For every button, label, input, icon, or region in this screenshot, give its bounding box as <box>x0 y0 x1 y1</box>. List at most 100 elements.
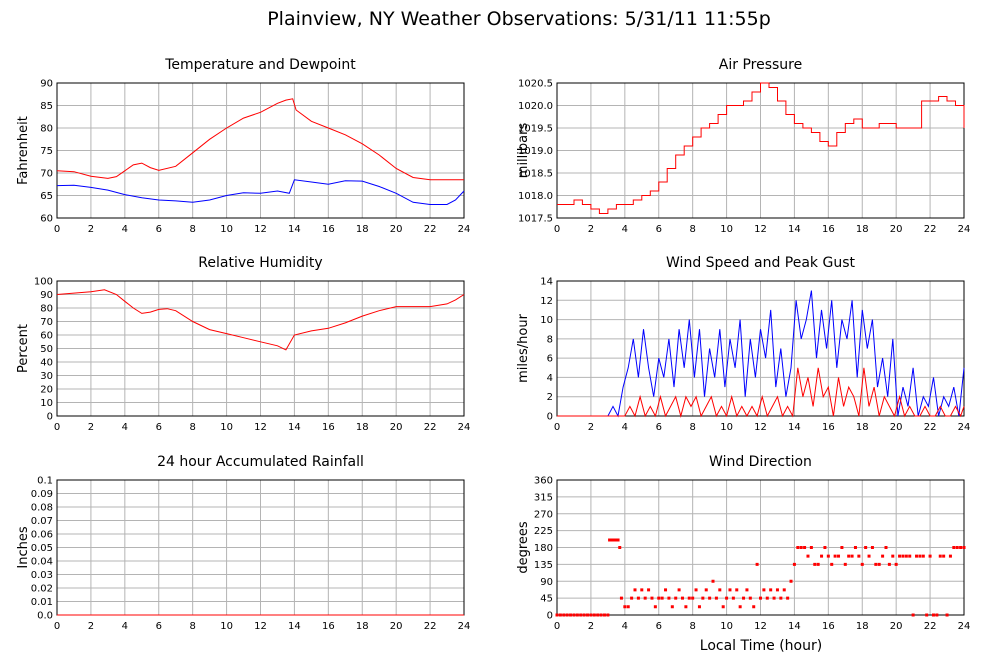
data-point <box>704 588 708 592</box>
data-point <box>806 554 810 558</box>
data-point <box>921 554 925 558</box>
data-point <box>657 596 661 600</box>
y-tick-label: 70 <box>40 317 53 328</box>
data-point <box>608 538 612 542</box>
data-point <box>677 588 681 592</box>
y-tick-label: 90 <box>540 577 553 588</box>
data-point <box>952 546 956 549</box>
x-tick-label: 6 <box>656 621 662 632</box>
y-axis-label: Inches <box>16 526 31 568</box>
x-tick-label: 12 <box>254 422 267 433</box>
x-tick-label: 0 <box>554 224 560 235</box>
data-point <box>708 596 712 600</box>
x-tick-label: 18 <box>356 621 369 632</box>
y-axis-label: Percent <box>16 324 31 373</box>
data-point <box>894 562 898 566</box>
data-point <box>609 538 613 542</box>
data-point <box>782 588 786 592</box>
x-tick-label: 16 <box>322 621 335 632</box>
y-tick-label: 1020.5 <box>518 79 553 90</box>
data-point <box>959 546 963 549</box>
data-point <box>575 613 579 617</box>
data-point <box>938 554 942 558</box>
data-point <box>667 596 671 600</box>
data-point <box>636 596 640 600</box>
data-point <box>837 554 841 558</box>
data-point <box>830 562 834 566</box>
x-tick-label: 2 <box>88 224 94 235</box>
data-point <box>748 596 752 600</box>
y-tick-label: 1020.0 <box>518 101 553 112</box>
data-point <box>874 562 878 566</box>
data-point <box>945 613 949 617</box>
data-point <box>908 554 912 558</box>
x-tick-label: 20 <box>390 621 403 632</box>
x-tick-label: 20 <box>390 422 403 433</box>
data-point <box>569 613 573 617</box>
y-tick-label: 0 <box>547 611 553 622</box>
x-tick-label: 4 <box>622 422 628 433</box>
data-point <box>606 613 610 617</box>
data-point <box>670 605 674 609</box>
data-point <box>680 596 684 600</box>
x-tick-label: 12 <box>754 224 767 235</box>
data-point <box>602 613 606 617</box>
page-title: Plainview, NY Weather Observations: 5/31… <box>267 8 771 30</box>
y-tick-label: 45 <box>540 594 553 605</box>
data-point <box>948 554 952 558</box>
y-tick-label: 40 <box>40 358 53 369</box>
x-tick-label: 24 <box>958 621 971 632</box>
x-tick-label: 16 <box>822 224 835 235</box>
data-point <box>867 554 871 558</box>
y-tick-label: 1019.0 <box>518 146 553 157</box>
y-tick-label: 90 <box>40 290 53 301</box>
x-tick-label: 2 <box>588 224 594 235</box>
data-point <box>618 546 622 549</box>
x-tick-label: 8 <box>189 422 195 433</box>
y-tick-label: 20 <box>40 385 53 396</box>
data-point <box>558 613 562 617</box>
data-point <box>864 546 868 549</box>
data-point <box>881 554 885 558</box>
data-point <box>820 554 824 558</box>
x-tick-label: 8 <box>189 621 195 632</box>
y-tick-label: 2 <box>547 392 553 403</box>
data-point <box>928 554 932 558</box>
y-tick-label: 80 <box>40 304 53 315</box>
data-point <box>613 538 617 542</box>
x-tick-label: 4 <box>622 224 628 235</box>
data-point <box>691 596 695 600</box>
x-tick-label: 6 <box>656 224 662 235</box>
x-tick-label: 14 <box>788 224 801 235</box>
x-tick-label: 16 <box>822 621 835 632</box>
data-point <box>592 613 596 617</box>
x-tick-label: 14 <box>288 422 301 433</box>
y-tick-label: 75 <box>40 146 53 157</box>
series-line-0 <box>557 82 965 214</box>
data-point <box>674 596 678 600</box>
chart-title: Wind Direction <box>709 454 812 470</box>
series-line-0 <box>56 98 464 181</box>
y-tick-label: 0.05 <box>31 543 53 554</box>
data-point <box>833 554 837 558</box>
data-point <box>850 554 854 558</box>
data-point <box>887 562 891 566</box>
data-point <box>647 588 651 592</box>
y-tick-label: 0.04 <box>31 557 53 568</box>
x-tick-label: 8 <box>189 224 195 235</box>
plot-frame <box>56 280 465 417</box>
y-tick-label: 70 <box>40 169 53 180</box>
x-tick-label: 16 <box>322 422 335 433</box>
data-point <box>792 562 796 566</box>
y-tick-label: 100 <box>34 277 53 288</box>
data-point <box>711 579 715 583</box>
x-tick-label: 12 <box>254 621 267 632</box>
data-point <box>653 605 657 609</box>
x-tick-label: 20 <box>390 224 403 235</box>
